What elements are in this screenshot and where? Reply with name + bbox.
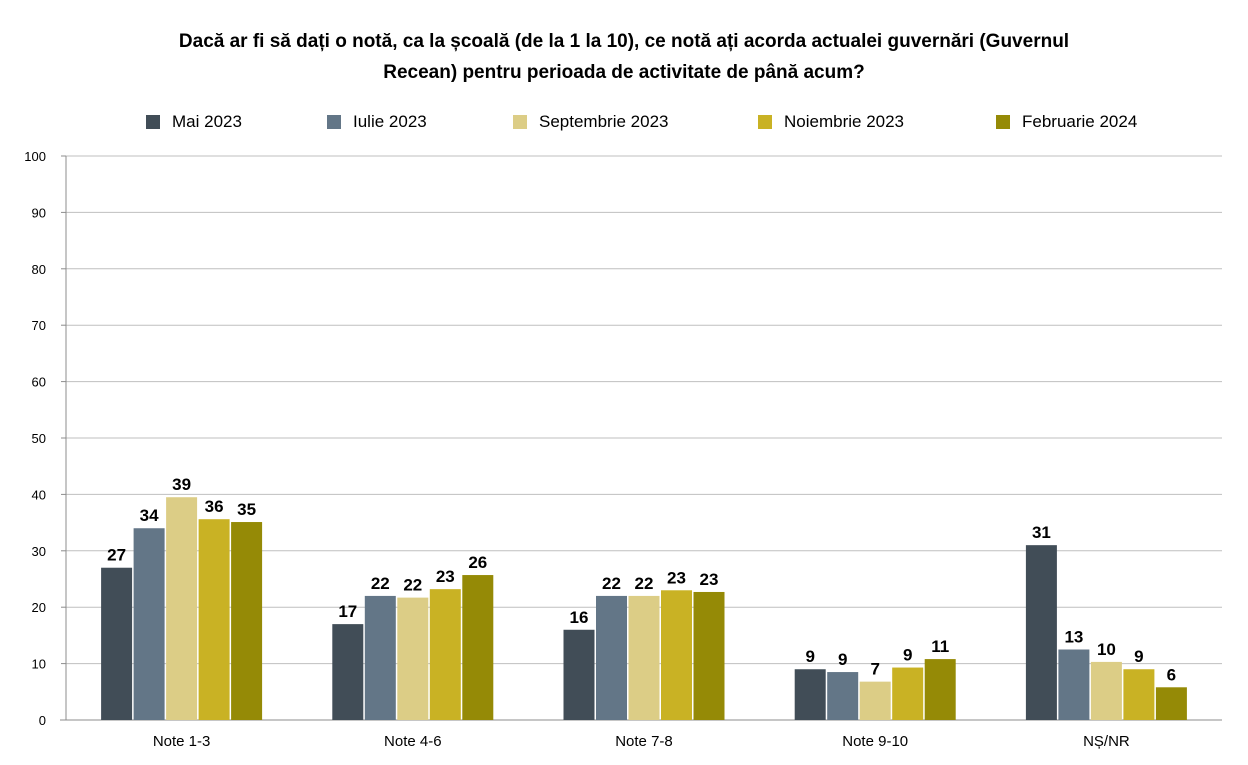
bar — [198, 519, 230, 720]
data-label: 27 — [107, 546, 126, 565]
bar — [661, 590, 692, 720]
data-label: 23 — [667, 568, 686, 587]
bar — [1090, 661, 1122, 720]
y-tick-label: 30 — [32, 544, 46, 559]
legend-item: Septembrie 2023 — [513, 112, 668, 132]
x-tick-label: Note 4-6 — [384, 733, 442, 750]
data-label: 39 — [172, 475, 191, 494]
data-label: 35 — [237, 500, 256, 519]
x-tick-label: Note 1-3 — [153, 733, 211, 750]
legend-item: Noiembrie 2023 — [758, 112, 904, 132]
chart-title-line-2: Recean) pentru perioada de activitate de… — [383, 62, 865, 83]
data-label: 10 — [1097, 640, 1116, 659]
data-label: 23 — [700, 570, 719, 589]
data-label: 9 — [903, 646, 912, 665]
data-label: 9 — [838, 650, 847, 669]
legend-label: Septembrie 2023 — [539, 112, 669, 131]
data-label: 9 — [805, 647, 814, 666]
bar — [101, 567, 133, 720]
data-label: 13 — [1064, 628, 1083, 647]
x-tick-label: NȘ/NR — [1083, 733, 1130, 750]
chart-legend: Mai 2023 Iulie 2023 Septembrie 2023 Noiembr… — [0, 112, 1248, 136]
data-label: 36 — [205, 497, 224, 516]
y-tick-label: 100 — [24, 149, 46, 164]
data-label: 6 — [1167, 665, 1176, 684]
data-label: 34 — [140, 506, 159, 525]
bar — [462, 575, 494, 720]
data-label: 26 — [468, 553, 487, 572]
chart-title: Dacă ar fi să dați o notă, ca la școală … — [0, 26, 1248, 88]
data-label: 9 — [1134, 647, 1143, 666]
legend-item: Februarie 2024 — [996, 112, 1137, 132]
y-tick-label: 40 — [32, 487, 46, 502]
legend-swatch — [996, 115, 1010, 129]
bar — [332, 624, 364, 720]
legend-item: Mai 2023 — [146, 112, 242, 132]
legend-label: Iulie 2023 — [353, 112, 427, 131]
data-label: 16 — [570, 608, 589, 627]
bar — [166, 497, 198, 720]
data-label: 31 — [1032, 523, 1051, 542]
bar — [892, 667, 924, 720]
legend-label: Mai 2023 — [172, 112, 242, 131]
legend-swatch — [146, 115, 160, 129]
bar — [133, 528, 165, 720]
data-label: 23 — [436, 567, 455, 586]
bar — [628, 595, 660, 720]
legend-swatch — [513, 115, 527, 129]
y-tick-label: 90 — [32, 205, 46, 220]
y-tick-label: 20 — [32, 600, 46, 615]
legend-item: Iulie 2023 — [327, 112, 427, 132]
bar — [596, 595, 627, 720]
bar — [563, 629, 595, 720]
bar — [231, 522, 263, 720]
bar — [429, 589, 461, 720]
y-tick-label: 80 — [32, 262, 46, 277]
legend-label: Noiembrie 2023 — [784, 112, 905, 131]
y-tick-label: 60 — [32, 375, 46, 390]
y-tick-label: 70 — [32, 318, 46, 333]
data-label: 22 — [403, 576, 422, 595]
bar — [1123, 669, 1155, 720]
bar — [794, 669, 826, 720]
bar — [693, 591, 725, 720]
data-label: 11 — [931, 637, 949, 656]
bar — [924, 659, 956, 720]
x-tick-label: Note 7-8 — [615, 733, 673, 750]
legend-swatch — [327, 115, 341, 129]
data-label: 7 — [870, 660, 879, 679]
bar — [1155, 687, 1187, 720]
y-tick-label: 50 — [32, 431, 46, 446]
bar — [1058, 649, 1090, 720]
data-label: 22 — [635, 574, 654, 593]
y-tick-label: 0 — [39, 713, 46, 728]
legend-label: Februarie 2024 — [1022, 112, 1138, 131]
legend-swatch — [758, 115, 772, 129]
bar — [364, 595, 396, 720]
y-tick-label: 10 — [32, 657, 46, 672]
bar — [397, 597, 429, 720]
bar — [1025, 545, 1057, 720]
bar — [827, 672, 859, 720]
chart-title-line-1: Dacă ar fi să dați o notă, ca la școală … — [178, 31, 1070, 52]
data-label: 22 — [371, 574, 390, 593]
x-tick-label: Note 9-10 — [842, 733, 908, 750]
data-label: 17 — [338, 602, 357, 621]
bar — [859, 681, 891, 720]
data-label: 22 — [602, 574, 621, 593]
